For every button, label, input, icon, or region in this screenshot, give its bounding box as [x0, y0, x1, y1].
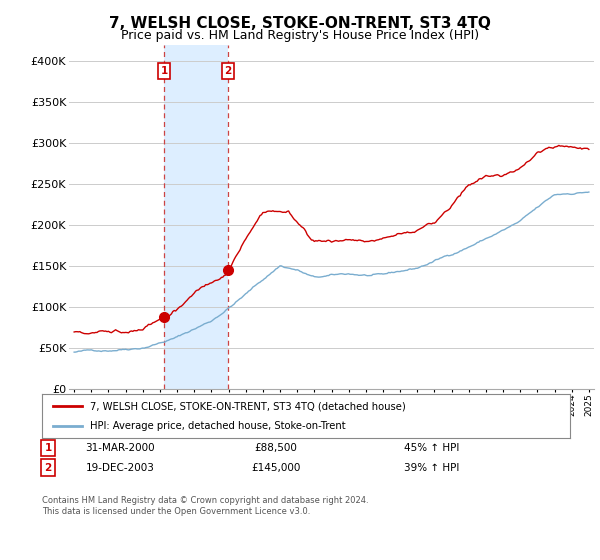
Text: 7, WELSH CLOSE, STOKE-ON-TRENT, ST3 4TQ: 7, WELSH CLOSE, STOKE-ON-TRENT, ST3 4TQ [109, 16, 491, 31]
Text: 45% ↑ HPI: 45% ↑ HPI [404, 443, 460, 453]
Text: HPI: Average price, detached house, Stoke-on-Trent: HPI: Average price, detached house, Stok… [89, 421, 345, 431]
Text: £88,500: £88,500 [254, 443, 298, 453]
Text: 1: 1 [161, 66, 168, 76]
Text: Contains HM Land Registry data © Crown copyright and database right 2024.: Contains HM Land Registry data © Crown c… [42, 496, 368, 505]
Bar [164, 45, 228, 389]
Text: 19-DEC-2003: 19-DEC-2003 [86, 463, 154, 473]
Text: 2: 2 [224, 66, 232, 76]
Text: 2: 2 [44, 463, 52, 473]
Text: This data is licensed under the Open Government Licence v3.0.: This data is licensed under the Open Gov… [42, 507, 310, 516]
Text: 7, WELSH CLOSE, STOKE-ON-TRENT, ST3 4TQ (detached house): 7, WELSH CLOSE, STOKE-ON-TRENT, ST3 4TQ … [89, 401, 405, 411]
Text: £145,000: £145,000 [251, 463, 301, 473]
Text: 1: 1 [44, 443, 52, 453]
Text: Price paid vs. HM Land Registry's House Price Index (HPI): Price paid vs. HM Land Registry's House … [121, 29, 479, 42]
Text: 39% ↑ HPI: 39% ↑ HPI [404, 463, 460, 473]
Text: 31-MAR-2000: 31-MAR-2000 [85, 443, 155, 453]
